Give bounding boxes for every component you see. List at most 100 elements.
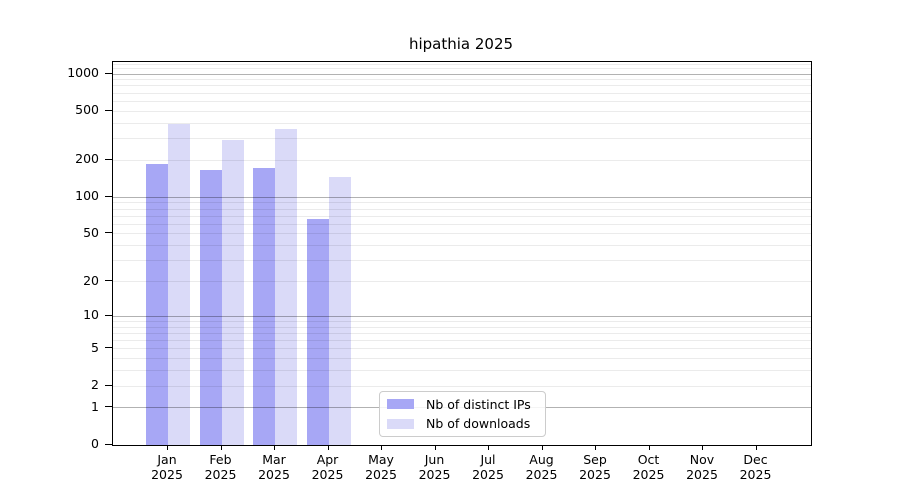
month-label: Sep [583,452,607,467]
major-gridline [113,73,811,75]
major-gridline [113,196,811,198]
year-label: 2025 [579,467,611,482]
minor-gridline [113,281,811,282]
x-tick-mark [541,445,543,450]
y-tick-mark [105,158,112,160]
x-tick-label-aug: Aug 2025 [510,452,574,482]
x-tick-label-apr: Apr 2025 [296,452,360,482]
bar-mar-downloads [275,128,297,445]
month-label: Mar [262,452,286,467]
x-tick-label-jul: Jul 2025 [456,452,520,482]
minor-gridline [113,159,811,161]
y-tick-label: 100 [75,188,99,204]
x-tick-label-jan: Jan 2025 [135,452,199,482]
minor-gridline [113,122,811,124]
x-tick-mark [381,445,382,450]
month-label: Aug [529,452,554,467]
legend-label: Nb of distinct IPs [426,396,531,412]
minor-gridline [113,260,811,262]
x-tick-mark [220,445,222,450]
bar-jan-downloads [168,123,190,445]
x-tick-label-nov: Nov 2025 [670,452,734,482]
minor-gridline [113,138,811,140]
x-tick-mark [274,445,275,450]
y-tick-label: 500 [75,102,99,118]
x-tick-mark [595,445,596,450]
minor-gridline [113,92,811,94]
month-label: Feb [209,452,232,467]
month-label: May [368,452,394,467]
y-tick-mark [105,72,112,74]
major-gridline [113,315,811,317]
x-tick-mark [434,445,436,450]
x-tick-mark [488,445,489,450]
legend: Nb of distinct IPs Nb of downloads [379,391,546,437]
year-label: 2025 [365,467,397,482]
y-tick-label: 10 [83,307,99,323]
minor-gridline [113,68,811,70]
y-tick-mark [105,443,112,445]
y-tick-mark [105,314,112,316]
x-tick-mark [755,445,757,450]
minor-gridline [113,326,811,328]
y-tick-label: 20 [83,272,99,288]
year-label: 2025 [525,467,558,482]
legend-swatch [387,399,414,410]
month-label: Jan [157,452,177,467]
minor-gridline [113,208,811,210]
minor-gridline [113,385,811,387]
legend-entry: Nb of downloads [387,416,545,431]
y-tick-label: 200 [75,151,99,167]
month-label: Oct [637,452,660,467]
x-tick-mark [327,445,329,450]
minor-gridline [113,245,811,247]
minor-gridline [113,370,811,372]
month-label: Jun [424,452,445,467]
bar-apr-downloads [328,177,351,445]
y-tick-label: 2 [91,377,99,392]
year-label: 2025 [151,467,183,482]
year-label: 2025 [686,467,718,482]
year-label: 2025 [418,467,451,482]
minor-gridline [113,202,811,204]
bar-feb-downloads [221,140,244,445]
year-label: 2025 [204,467,237,482]
bar-mar-distinct-ips [253,167,275,445]
month-label: Apr [316,452,339,467]
legend-entry: Nb of distinct IPs [387,397,545,412]
legend-label: Nb of downloads [426,416,531,432]
minor-gridline [113,233,811,235]
bar-feb-distinct-ips [199,169,222,445]
x-tick-label-oct: Oct 2025 [617,452,681,482]
y-tick-label: 50 [83,224,99,240]
minor-gridline [113,215,811,217]
minor-gridline [113,110,811,112]
month-label: Nov [689,452,715,467]
minor-gridline [113,79,811,81]
year-label: 2025 [739,467,772,482]
minor-gridline [113,85,811,87]
y-tick-mark [105,406,112,408]
minor-gridline [113,320,811,322]
minor-gridline [113,358,811,360]
year-label: 2025 [472,467,504,482]
y-tick-mark [105,347,112,349]
x-tick-label-dec: Dec 2025 [724,452,788,482]
x-tick-label-feb: Feb 2025 [189,452,253,482]
minor-gridline [113,332,811,334]
minor-gridline [113,340,811,341]
y-tick-mark [105,384,112,386]
bar-apr-distinct-ips [306,219,329,445]
x-tick-mark [167,445,168,450]
x-tick-mark [702,445,703,450]
y-tick-label: 5 [91,339,99,355]
x-tick-label-sep: Sep 2025 [563,452,627,482]
y-tick-mark [105,232,112,234]
y-tick-mark [105,195,112,197]
y-tick-mark [105,109,112,111]
minor-gridline [113,100,811,102]
year-label: 2025 [632,467,665,482]
bar-jan-distinct-ips [146,164,168,445]
year-label: 2025 [258,467,290,482]
